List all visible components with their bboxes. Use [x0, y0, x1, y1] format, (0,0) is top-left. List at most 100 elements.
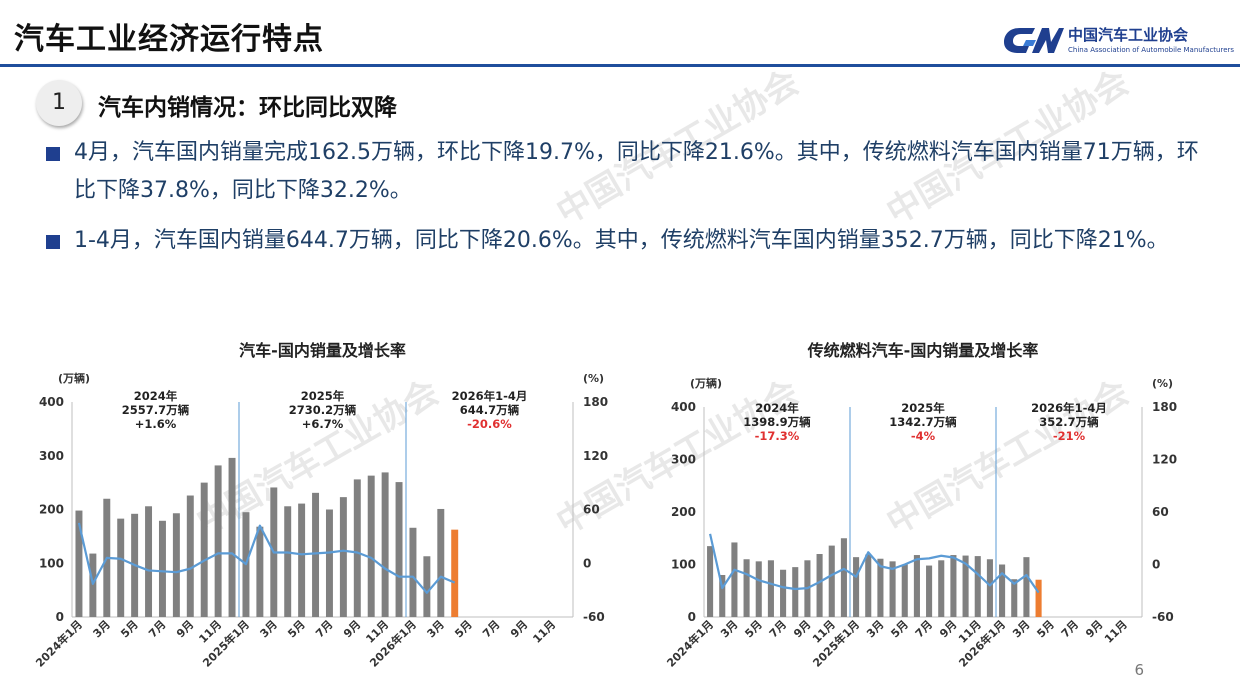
x-tick-label: 7月: [767, 618, 789, 640]
y2-tick-label: -60: [583, 610, 605, 624]
sales-bar: [381, 472, 389, 617]
y2-axis-unit-label: (%): [1152, 377, 1173, 390]
chart-title: 传统燃料汽车-国内销量及增长率: [807, 341, 1039, 360]
y2-tick-label: 120: [1152, 453, 1177, 467]
growth-rate-line: [77, 522, 456, 594]
y2-tick-label: -60: [1152, 610, 1174, 624]
sales-bar: [889, 561, 896, 617]
sales-bar: [974, 556, 981, 617]
sales-bar: [986, 559, 993, 617]
section-heading: 1 汽车内销情况：环比同比双降: [36, 80, 476, 126]
y-tick-label: 400: [671, 400, 696, 414]
annotation-year: 2024年: [755, 401, 799, 415]
header-rule: [0, 64, 1240, 67]
caam-logo: 中国汽车工业协会 China Association of Automobile…: [1002, 22, 1234, 62]
sales-bar: [353, 479, 361, 617]
bullet-text: 1-4月，汽车国内销量644.7万辆，同比下降20.6%。其中，传统燃料汽车国内…: [74, 228, 1169, 253]
x-tick-label: 9月: [341, 618, 363, 640]
x-tick-label: 7月: [480, 618, 502, 640]
sales-bar: [767, 560, 774, 617]
header-bar: 汽车工业经济运行特点 中国汽车工业协会 China Association of…: [0, 0, 1240, 67]
y2-tick-label: 180: [1152, 400, 1177, 414]
y-tick-label: 0: [56, 610, 64, 624]
caam-logo-icon: [1004, 28, 1064, 53]
sales-bar: [367, 475, 375, 617]
y2-tick-label: 180: [583, 395, 608, 409]
sales-bar: [865, 554, 872, 617]
sales-bar: [437, 508, 445, 617]
sales-bar: [755, 561, 762, 617]
sales-bar: [901, 564, 908, 617]
sales-bar: [200, 482, 208, 617]
bullet-square-icon: [46, 235, 60, 249]
chart-total-domestic-sales: 汽车-国内销量及增长率 (万辆) (%) 0 100 200 300 400 -60 0 60 120…: [14, 330, 614, 697]
sales-bar: [950, 555, 957, 617]
section-number-badge: 1: [36, 80, 82, 126]
sales-bar: [158, 520, 166, 617]
sales-bar: [75, 510, 83, 617]
y2-tick-label: 0: [1152, 558, 1160, 572]
x-tick-label: 3月: [718, 618, 740, 640]
sales-bar: [451, 529, 459, 617]
y2-tick-label: 0: [583, 556, 591, 570]
y2-tick-label: 60: [1152, 505, 1169, 519]
y-tick-label: 100: [671, 558, 696, 572]
sales-bar: [339, 497, 347, 617]
x-tick-label: 5月: [742, 618, 764, 640]
x-tick-label: 2024年1月: [33, 617, 86, 670]
sales-bar: [409, 527, 417, 617]
annotation-year: 2025年: [301, 389, 345, 403]
x-tick-label: 5月: [118, 618, 140, 640]
page-number: 6: [1134, 661, 1144, 679]
annotation-total: 2557.7万辆: [122, 403, 190, 417]
x-tick-label: 5月: [888, 618, 910, 640]
bullet-list: 4月，汽车国内销量完成162.5万辆，环比下降19.7%，同比下降21.6%。其…: [44, 134, 1204, 272]
x-tick-label: 7月: [1059, 618, 1081, 640]
bullet-item: 4月，汽车国内销量完成162.5万辆，环比下降19.7%，同比下降21.6%。其…: [44, 134, 1204, 210]
y-tick-label: 100: [39, 556, 64, 570]
sales-bar: [325, 509, 333, 617]
x-tick-label: 5月: [452, 618, 474, 640]
sales-bar: [1011, 579, 1018, 617]
sales-bar: [89, 553, 97, 617]
sales-bar: [214, 465, 222, 617]
annotation-total: 1342.7万辆: [889, 415, 957, 429]
x-tick-label: 3月: [1010, 618, 1032, 640]
annotation-total: 2730.2万辆: [289, 403, 357, 417]
y-tick-label: 0: [688, 610, 696, 624]
sales-bar: [228, 457, 236, 617]
sales-bar: [926, 565, 933, 617]
y2-axis-unit-label: (%): [583, 372, 604, 385]
sales-bar: [284, 506, 292, 617]
sales-bar: [743, 559, 750, 617]
x-tick-label: 2024年1月: [664, 617, 717, 670]
sales-bar: [145, 506, 153, 617]
growth-rate-line: [709, 533, 1040, 594]
sales-bar: [999, 564, 1006, 617]
sales-bar: [312, 492, 320, 617]
annotation-total: 644.7万辆: [460, 403, 520, 417]
x-tick-label: 7月: [146, 618, 168, 640]
chart-svg: 传统燃料汽车-国内销量及增长率 (万辆) (%) 0 100 200 300 400 -60 0 6…: [664, 341, 1177, 670]
y-tick-label: 200: [671, 505, 696, 519]
annotation-growth: -17.3%: [755, 429, 800, 443]
annotation-year: 2026年1-4月: [452, 389, 528, 403]
chart-svg: 汽车-国内销量及增长率 (万辆) (%) 0 100 200 300 400 -60 0 60 120…: [33, 341, 609, 670]
sales-bar: [816, 554, 823, 617]
sales-bar: [172, 513, 180, 617]
sales-bar: [423, 556, 431, 617]
x-tick-label: 11月: [530, 618, 558, 646]
y-tick-label: 300: [39, 449, 64, 463]
sales-bar: [938, 560, 945, 617]
bullet-text: 4月，汽车国内销量完成162.5万辆，环比下降19.7%，同比下降21.6%。其…: [74, 140, 1199, 203]
y2-tick-label: 120: [583, 449, 608, 463]
sales-bar: [256, 526, 264, 617]
annotation-growth: -20.6%: [467, 417, 512, 431]
sales-bar: [877, 558, 884, 617]
section-title: 汽车内销情况：环比同比双降: [98, 95, 397, 121]
y-axis-unit-label: (万辆): [690, 376, 722, 390]
sales-bar: [395, 482, 403, 617]
x-tick-label: 5月: [1034, 618, 1056, 640]
sales-bar: [780, 569, 787, 617]
y2-tick-label: 60: [583, 503, 600, 517]
